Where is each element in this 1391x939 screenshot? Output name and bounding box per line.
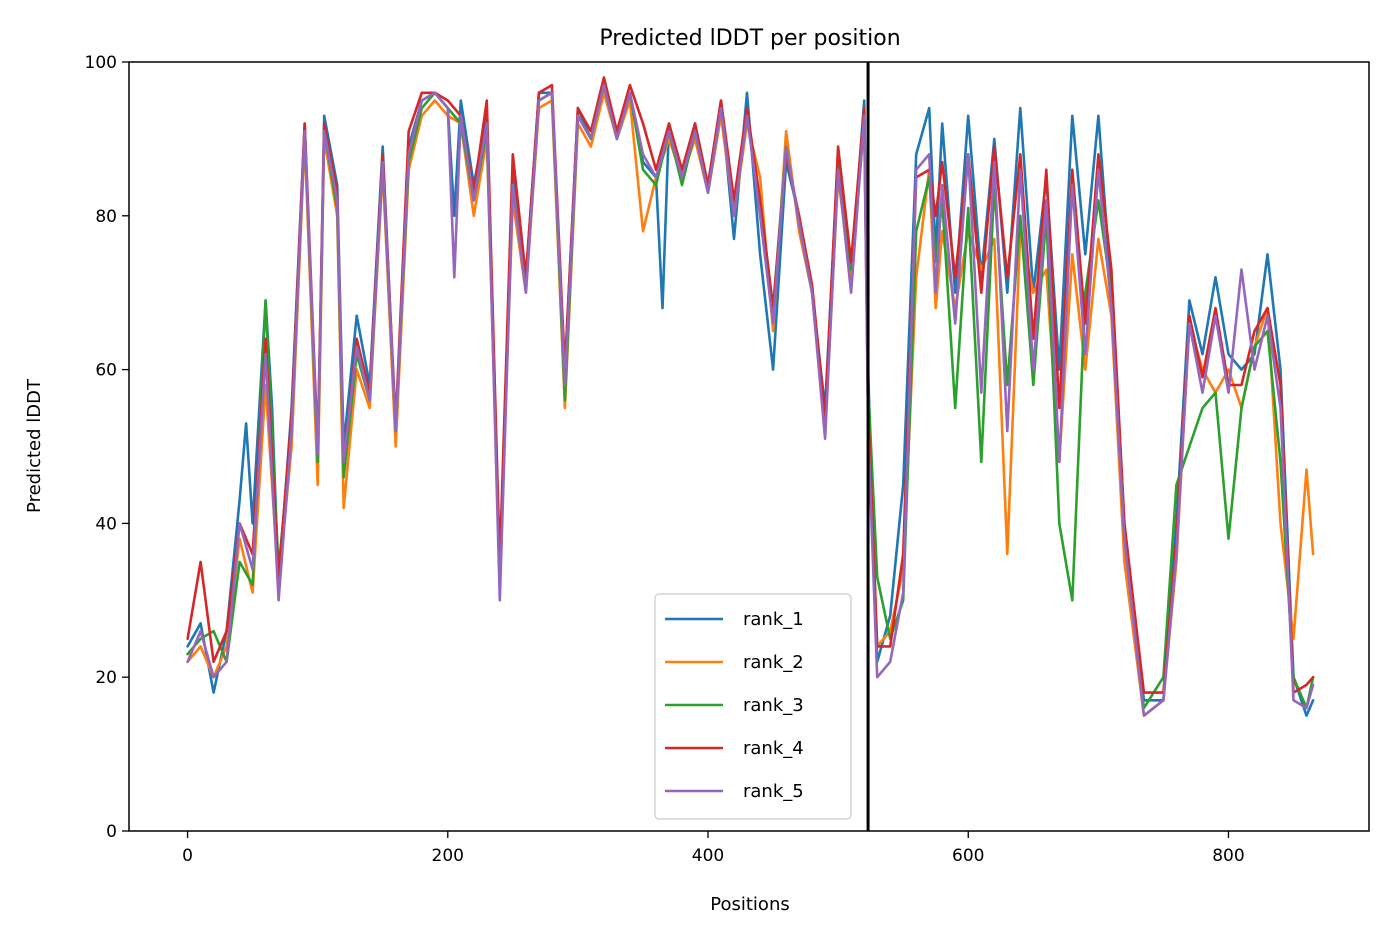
legend-label-rank-3: rank_3	[743, 695, 804, 716]
y-axis-label: Predicted lDDT	[24, 378, 45, 513]
legend-label-rank-1: rank_1	[743, 609, 804, 630]
chart-title: Predicted lDDT per position	[599, 26, 900, 51]
x-tick-label: 800	[1212, 846, 1244, 866]
y-axis-ticks: 0 20 40 60 80 100	[85, 53, 129, 842]
legend-items: rank_1 rank_2 rank_3 rank_4 rank_5	[665, 609, 804, 802]
series-line-rank-5	[186, 83, 1315, 717]
x-tick-label: 0	[182, 846, 193, 866]
y-tick-label: 80	[95, 207, 117, 227]
x-tick-label: 600	[952, 846, 984, 866]
y-tick-label: 20	[95, 668, 117, 688]
plot-frame	[128, 61, 1370, 832]
legend-label-rank-5: rank_5	[743, 781, 804, 802]
x-axis-label: Positions	[710, 894, 789, 915]
legend: rank_1 rank_2 rank_3 rank_4 rank_5	[654, 593, 852, 820]
y-tick-label: 60	[95, 361, 117, 381]
series-lines-group	[186, 76, 1315, 717]
x-tick-label: 200	[432, 846, 464, 866]
y-tick-label: 100	[85, 53, 117, 73]
series-line-rank-4	[186, 76, 1315, 694]
x-axis-ticks: 0 200 400 600 800	[182, 831, 1245, 866]
y-tick-label: 0	[106, 822, 117, 842]
legend-box	[654, 593, 852, 820]
y-tick-label: 40	[95, 514, 117, 534]
legend-label-rank-4: rank_4	[743, 738, 804, 759]
legend-label-rank-2: rank_2	[743, 652, 804, 673]
x-tick-label: 400	[692, 846, 724, 866]
